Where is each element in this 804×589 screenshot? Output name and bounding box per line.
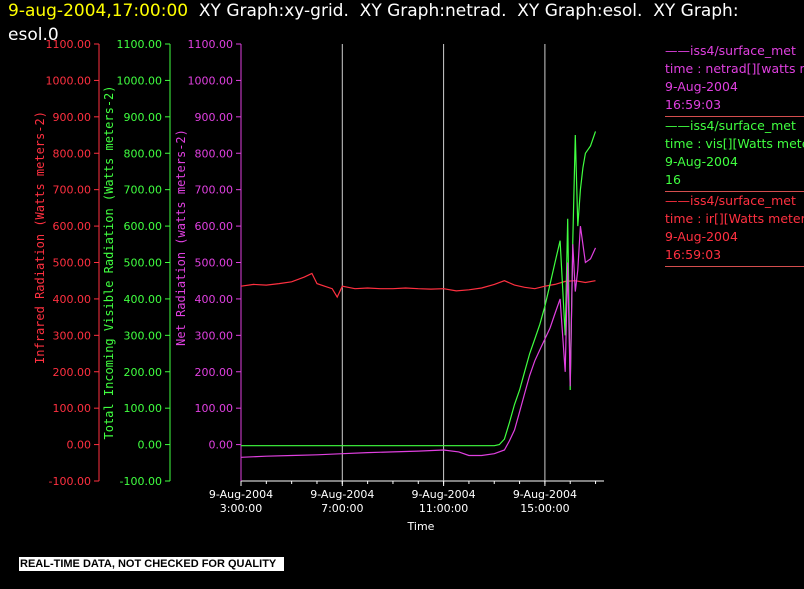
x-tick-label-time: 11:00:00 [419,502,468,515]
x-tick-label-date: 9-Aug-2004 [209,488,273,501]
legend-line: 16:59:03 [665,247,722,262]
series-line-netrad [240,226,597,458]
legend-line: 16:59:03 [665,97,722,112]
x-tick-label-time: 3:00:00 [220,502,262,515]
legend-line: 9-Aug-2004 [665,229,738,244]
y-tick-label: 0.00 [209,439,234,452]
y-axis-label: Infrared Radiation (Watts meters-2) [33,111,47,364]
title-graphs-cont: esol.0 [8,25,59,45]
y-tick-label: 400.00 [53,293,92,306]
y-tick-label: 1000.00 [117,74,163,87]
y-tick-label: 300.00 [124,329,163,342]
legend-line: ——iss4/surface_met [665,118,796,133]
y-tick-label: 0.00 [67,439,92,452]
y-axis-label: Total Incoming Visible Radiation (Watts … [102,85,116,439]
y-tick-label: 1000.00 [188,74,234,87]
y-tick-label: 0.00 [138,439,163,452]
y-tick-label: 800.00 [195,147,234,160]
x-tick-label-time: 15:00:00 [520,502,569,515]
y-tick-label: 500.00 [124,257,163,270]
y-tick-label: 400.00 [195,293,234,306]
y-tick-label: 800.00 [124,147,163,160]
x-axis-label: Time [407,520,435,533]
y-tick-label: 900.00 [124,111,163,124]
legend-line: time : netrad[][watts meters-2] [665,61,804,76]
x-tick-label-date: 9-Aug-2004 [513,488,577,501]
y-tick-label: 1100.00 [46,38,92,51]
y-tick-label: 800.00 [53,147,92,160]
series-line-ir [240,272,596,299]
legend-line: ——iss4/surface_met [665,43,796,58]
y-tick-label: 100.00 [124,402,163,415]
title-graphs: XY Graph:xy-grid. XY Graph:netrad. XY Gr… [188,1,739,21]
legend-line: 9-Aug-2004 [665,79,738,94]
legend-line: 16 [665,172,681,187]
y-tick-label: 700.00 [53,184,92,197]
legend-line: time : ir[][Watts meters-2] [665,211,804,226]
series-line-vis [241,131,597,447]
y-tick-label: -100.00 [120,475,162,488]
y-tick-label: 400.00 [124,293,163,306]
y-axis-label: Net Radiation (watts meters-2) [174,129,188,346]
quality-notice: REAL-TIME DATA, NOT CHECKED FOR QUALITY [19,557,285,571]
y-tick-label: 300.00 [53,329,92,342]
y-tick-label: 700.00 [124,184,163,197]
y-tick-label: 900.00 [195,111,234,124]
y-tick-label: 600.00 [124,220,163,233]
y-tick-label: 500.00 [53,257,92,270]
y-tick-label: 200.00 [195,366,234,379]
y-tick-label: 100.00 [195,402,234,415]
chart-title: 9-aug-2004,17:00:00 XY Graph:xy-grid. XY… [8,1,739,21]
y-tick-label: 200.00 [124,366,163,379]
legend-line: time : vis[][Watts meters-2] [665,136,804,151]
y-tick-label: 1000.00 [46,74,92,87]
y-tick-label: 500.00 [195,257,234,270]
y-tick-label: 1100.00 [188,38,234,51]
y-tick-label: 200.00 [53,366,92,379]
y-tick-label: 300.00 [195,329,234,342]
x-tick-label-date: 9-Aug-2004 [310,488,374,501]
legend-line: 9-Aug-2004 [665,154,738,169]
y-tick-label: 600.00 [53,220,92,233]
chart-title-line2: esol.0 [8,25,59,45]
y-tick-label: 900.00 [53,111,92,124]
title-timestamp: 9-aug-2004,17:00:00 [8,1,189,21]
y-tick-label: 700.00 [195,184,234,197]
y-tick-label: 1100.00 [117,38,163,51]
y-tick-label: 600.00 [195,220,234,233]
legend-line: ——iss4/surface_met [665,193,796,208]
y-tick-label: -100.00 [49,475,91,488]
y-tick-label: 100.00 [53,402,92,415]
x-tick-label-time: 7:00:00 [321,502,363,515]
x-tick-label-date: 9-Aug-2004 [412,488,476,501]
